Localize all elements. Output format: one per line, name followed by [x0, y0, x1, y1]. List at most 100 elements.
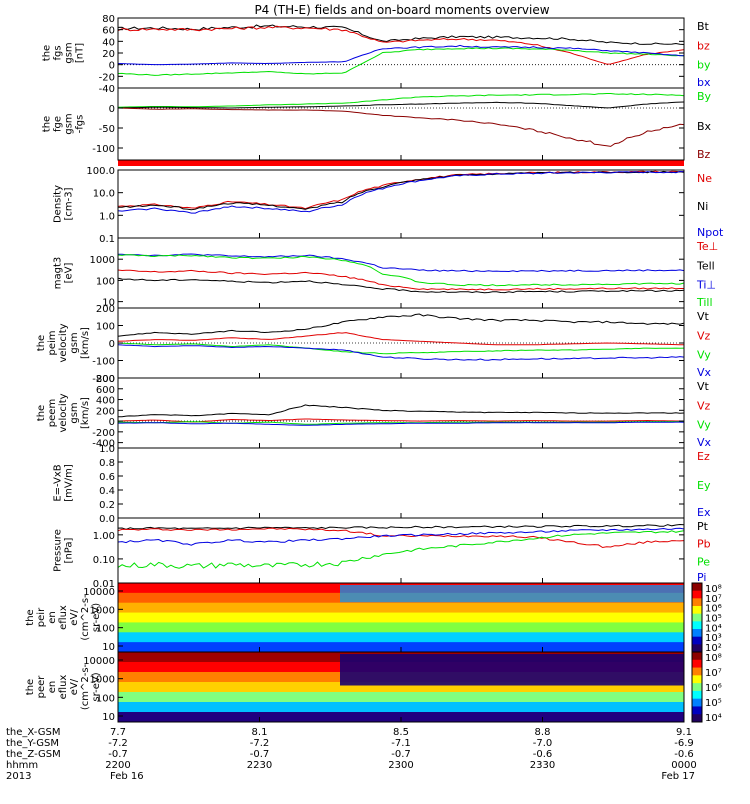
series-line-Bt: [117, 24, 685, 45]
x-tick-label: -7.2: [108, 738, 128, 749]
colorbar-segment: [692, 629, 702, 638]
y-axis-label-line: gsm: [69, 332, 80, 353]
x-axis-row-label: the_Z-GSM: [6, 749, 61, 760]
y-tick-label: 400: [96, 396, 115, 407]
y-tick-label: 100: [96, 624, 115, 635]
colorbar-segment: [692, 690, 702, 700]
colorbar-tick-label: 10⁸: [705, 584, 722, 595]
y-tick-label: 1000: [90, 675, 115, 686]
colorbar-segment: [692, 675, 702, 684]
y-axis-label-line: velocity: [58, 393, 69, 432]
y-tick-label: 10: [102, 712, 115, 723]
legend-label: Ex: [697, 506, 711, 519]
legend-label: Ne: [697, 172, 712, 185]
y-axis-label-line: eflux: [58, 605, 69, 630]
series-line-Tell: [117, 277, 685, 294]
colorbar-segment: [692, 644, 702, 653]
y-tick-label: 200: [96, 406, 115, 417]
spectrogram-band: [118, 632, 684, 643]
series-line-Till: [117, 254, 685, 287]
y-axis-label-line: [nT]: [75, 43, 86, 63]
y-axis-label-line: peim: [47, 330, 58, 355]
panel-frame: [117, 237, 685, 309]
y-axis-label-line: the: [42, 116, 53, 132]
x-tick-label: Feb 16: [110, 771, 144, 782]
y-axis-label: magt3 [eV]: [53, 257, 75, 290]
colorbar-segment: [692, 636, 702, 645]
y-axis-label-line: gsm: [64, 113, 75, 134]
colorbar-segment: [692, 706, 702, 715]
colorbar-tick-label: 10⁵: [705, 614, 722, 625]
spectrogram-band: [118, 602, 684, 614]
series-line-bz: [117, 25, 685, 65]
y-axis-label-line: en: [47, 611, 58, 624]
y-tick-label: 10.0: [93, 189, 115, 200]
series-line-Ni: [117, 170, 685, 211]
y-tick-label: -400: [92, 439, 115, 450]
y-tick-label: -20: [99, 72, 115, 83]
y-tick-label: 800: [96, 374, 115, 385]
panel-8: 1.00 0.10 0.01 Pt Pb Pe Pi Pressure [nPa]: [53, 517, 711, 590]
y-tick-label: 0.1: [99, 234, 115, 245]
panel-2: 0 -50 -100 By Bx Bz the fge gsm -fgs: [42, 87, 712, 161]
series-line-Pi: [117, 527, 685, 546]
y-tick-label: 10: [102, 642, 115, 653]
colorbar-segment: [692, 606, 702, 615]
y-axis-label-line: velocity: [58, 323, 69, 362]
legend-label: bz: [697, 39, 710, 52]
legend-label: Bt: [697, 20, 710, 33]
x-tick-label: 8.8: [535, 727, 551, 738]
legend-label: bx: [697, 76, 711, 89]
y-axis-label-line: eflux: [58, 675, 69, 700]
y-tick-label: 10000: [83, 656, 115, 667]
y-tick-label: 1.0: [99, 444, 115, 455]
y-axis-label: Pressure [nPa]: [53, 529, 75, 572]
y-tick-label: 0.4: [99, 486, 115, 497]
y-axis-label-line: fgs: [53, 45, 64, 60]
colorbar-tick-label: 10⁸: [705, 653, 722, 664]
y-axis-label-line: (cm^2-s-: [80, 663, 91, 710]
legend-label: Pe: [697, 555, 710, 568]
separator-bar: [118, 160, 684, 166]
y-tick-label: 40: [102, 37, 115, 48]
x-tick-label: -0.7: [391, 749, 411, 760]
colorbar-segment: [692, 583, 702, 592]
y-tick-label: 0: [109, 61, 115, 72]
series-line-Pt: [117, 523, 685, 530]
series-line-Bx: [117, 101, 685, 109]
x-tick-label: Feb 17: [661, 771, 695, 782]
y-axis-label-line: the: [25, 679, 36, 695]
legend-label: Vz: [697, 329, 711, 342]
y-axis-label-line: [mV/m]: [64, 464, 75, 502]
y-axis-label-line: [eV]: [64, 263, 75, 284]
spectrogram-band: [118, 702, 684, 713]
y-axis-label-line: eV/: [69, 678, 80, 695]
panel-frame: [117, 169, 685, 239]
colorbar-tick-label: 10⁷: [705, 594, 722, 605]
y-tick-label: 0: [109, 417, 115, 428]
panel-7: 1.0 0.8 0.6 0.4 0.2 0.0 Ez Ey Ex E=-VxB [mV/m]: [53, 444, 711, 525]
x-tick-label: 0000: [671, 760, 696, 771]
y-tick-label: 1000: [90, 605, 115, 616]
y-axis-label-line: peem: [47, 399, 58, 427]
series-line-Bz: [117, 107, 685, 147]
y-axis-label-line: peer: [36, 675, 47, 699]
y-tick-label: -100: [92, 357, 115, 368]
colorbar-segment: [692, 652, 702, 661]
y-axis-label-line: Density: [53, 185, 64, 223]
colorbar-frame: [691, 651, 703, 723]
spectrogram-region: [340, 585, 684, 603]
colorbar-segment: [692, 659, 702, 669]
panel-3: 100.0 10.0 1.0 0.1 Ne Ni Npot Density [cm-3]: [53, 166, 724, 245]
spectrogram-band: [118, 692, 684, 703]
y-tick-label: 100: [96, 276, 115, 287]
legend-label: Vt: [697, 380, 710, 393]
y-axis-label-line: [km/s]: [80, 327, 91, 359]
y-tick-label: 0: [109, 339, 115, 350]
y-tick-label: 200: [96, 304, 115, 315]
series-line-Vz: [117, 332, 685, 346]
legend-label: Vy: [697, 349, 711, 362]
